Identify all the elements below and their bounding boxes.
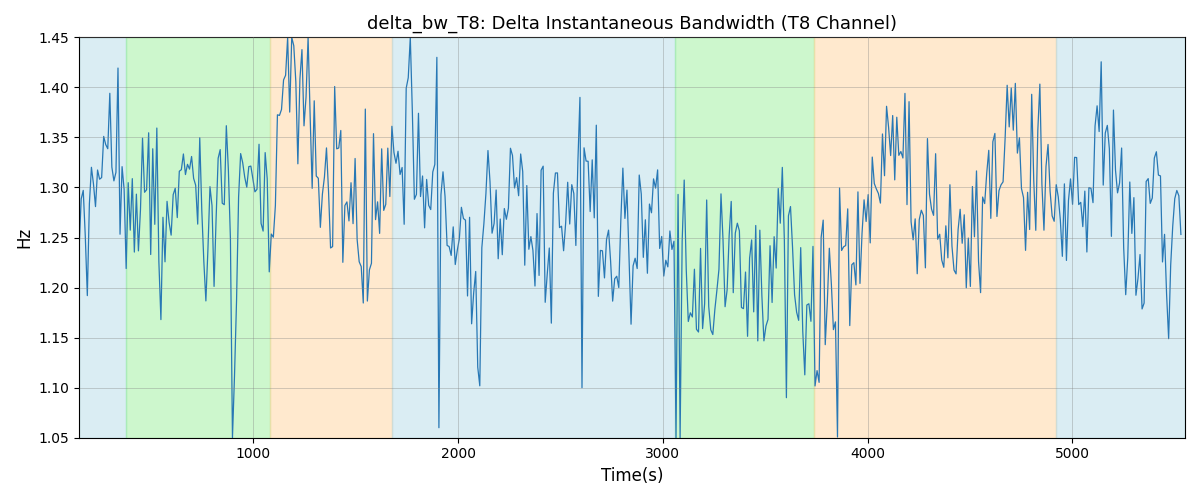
X-axis label: Time(s): Time(s) bbox=[601, 467, 664, 485]
Title: delta_bw_T8: Delta Instantaneous Bandwidth (T8 Channel): delta_bw_T8: Delta Instantaneous Bandwid… bbox=[367, 15, 898, 34]
Bar bbox=[392, 38, 676, 438]
Bar bbox=[126, 38, 270, 438]
Bar bbox=[270, 38, 392, 438]
Y-axis label: Hz: Hz bbox=[14, 227, 32, 248]
Bar bbox=[79, 38, 126, 438]
Bar bbox=[1056, 38, 1184, 438]
Bar bbox=[676, 38, 815, 438]
Bar bbox=[815, 38, 1056, 438]
